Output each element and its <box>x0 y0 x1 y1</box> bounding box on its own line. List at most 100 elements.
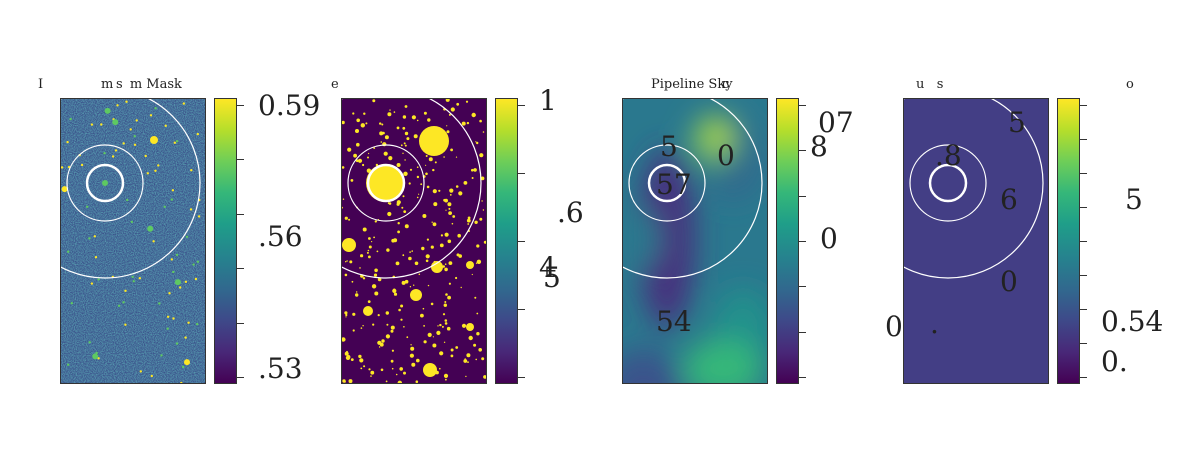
mask-pixel <box>345 313 348 317</box>
mask-pixel <box>483 375 486 379</box>
mask-pixel <box>425 259 429 263</box>
mask-pixel <box>427 118 431 122</box>
mask-pixel <box>401 280 406 285</box>
mask-pixel <box>348 379 353 383</box>
mask-pixel <box>409 353 414 358</box>
star-point <box>196 322 199 326</box>
mask-pixel <box>458 254 462 258</box>
mask-pixel <box>402 195 405 198</box>
star-point <box>139 370 142 373</box>
mask-pixel <box>376 250 379 253</box>
colorbar-fill <box>215 99 236 383</box>
mask-pixel <box>404 224 409 229</box>
star-point <box>182 102 185 105</box>
colorbar-tick <box>237 377 244 378</box>
mask-pixel <box>390 325 395 330</box>
mask-pixel <box>362 325 364 327</box>
uniform-background <box>904 99 1048 383</box>
panel3-overlay-label: 0 <box>717 139 735 172</box>
colorbar-tick <box>1080 377 1087 378</box>
star-point <box>138 277 141 280</box>
star-point <box>88 237 91 240</box>
mask-pixel <box>463 359 468 363</box>
panel3-cbar-tick-label: 8 <box>810 130 828 163</box>
mask-pixel <box>423 340 427 344</box>
mask-pixel <box>387 112 392 117</box>
panel4-overlay-label: 6 <box>1000 183 1018 216</box>
mask-pixel <box>444 232 449 237</box>
mask-pixel <box>396 126 400 130</box>
mask-pixel <box>416 358 420 363</box>
star-point <box>131 275 134 279</box>
mask-pixel <box>443 373 449 378</box>
mask-pixel <box>359 267 361 269</box>
panel4-title-right: o <box>1126 77 1134 92</box>
star-point <box>171 189 175 192</box>
colorbar-tick <box>799 150 806 151</box>
mask-pixel <box>374 220 377 223</box>
mask-pixel <box>379 342 384 347</box>
mask-pixel <box>374 291 379 296</box>
star-point <box>69 117 72 121</box>
mask-pixel <box>447 295 451 300</box>
star-point <box>196 132 199 136</box>
mask-pixel <box>411 362 416 367</box>
mask-pixel <box>475 141 477 143</box>
mask-pixel <box>391 349 394 352</box>
colorbar-tick <box>1080 309 1087 310</box>
target-source <box>102 180 108 186</box>
mask-pixel <box>427 284 430 287</box>
aperture-inner-circle <box>647 163 687 203</box>
mask-pixel <box>367 249 370 252</box>
mask-pixel <box>342 379 346 383</box>
star-point <box>179 286 182 289</box>
star-point <box>61 166 64 169</box>
star-point <box>90 123 94 126</box>
panel3-image-svg <box>623 99 767 383</box>
mask-pixel <box>363 112 366 115</box>
mask-pixel <box>471 177 474 179</box>
mask-pixel <box>430 302 434 306</box>
colorbar-tick <box>518 105 525 106</box>
mask-pixel <box>425 164 427 166</box>
mask-pixel <box>451 222 454 225</box>
mask-blob <box>342 238 356 252</box>
mask-blob <box>431 261 443 273</box>
star-point <box>104 107 111 114</box>
colorbar-tick <box>518 173 525 174</box>
mask-pixel <box>480 176 485 181</box>
mask-pixel <box>355 293 359 297</box>
colorbar-tick <box>518 377 525 378</box>
mask-pixel <box>425 155 428 157</box>
mask-pixel <box>406 336 409 339</box>
panel1-image-svg <box>61 99 205 383</box>
mask-blob <box>366 164 404 202</box>
mask-pixel <box>432 189 437 194</box>
panel3-title-fragment: c <box>722 77 730 92</box>
panel3-cbar-tick-label: 0 <box>820 222 838 255</box>
mask-pixel <box>363 365 366 368</box>
mask-pixel <box>416 175 420 179</box>
panel3-image <box>622 98 768 384</box>
mask-pixel <box>414 261 419 266</box>
mask-pixel <box>360 123 365 128</box>
star-point <box>197 215 201 218</box>
star-point <box>112 119 119 126</box>
mask-pixel <box>403 326 405 328</box>
mask-pixel <box>444 267 448 272</box>
colorbar-tick <box>1080 343 1087 344</box>
colorbar-fill <box>496 99 517 383</box>
mask-pixel <box>342 166 345 169</box>
colorbar-tick <box>799 286 806 287</box>
mask-pixel <box>348 218 351 221</box>
panel4-cbar-tick-label: 5 <box>1125 183 1143 216</box>
mask-pixel <box>386 248 390 252</box>
star-point <box>94 256 98 259</box>
star-point <box>173 141 176 144</box>
mask-pixel <box>400 144 403 147</box>
star-point <box>125 100 128 103</box>
mask-pixel <box>344 351 349 356</box>
panel4-cbar-tick-label: 0.54 <box>1101 305 1164 338</box>
mask-pixel <box>444 301 447 303</box>
panel1-cbar-tick-label: .53 <box>258 352 303 385</box>
